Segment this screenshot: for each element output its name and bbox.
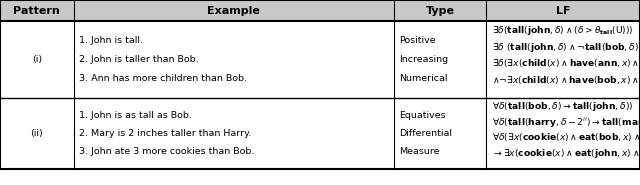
Text: $\forall\delta(\exists x(\mathbf{cookie}(x) \wedge \mathbf{eat}(\mathbf{bob}, x): $\forall\delta(\exists x(\mathbf{cookie}… [492, 131, 640, 144]
Text: $\exists\delta(\mathbf{tall}(\mathbf{john}, \delta) \wedge (\delta > \theta_{\ma: $\exists\delta(\mathbf{tall}(\mathbf{joh… [492, 24, 633, 37]
Text: $\to \exists x(\mathbf{cookie}(x) \wedge \mathbf{eat}(\mathbf{john}, x) \wedge \: $\to \exists x(\mathbf{cookie}(x) \wedge… [492, 147, 640, 159]
Text: Type: Type [426, 6, 454, 16]
Text: 1. John is tall.: 1. John is tall. [79, 36, 143, 45]
Text: $\wedge\neg\exists x(\mathbf{child}(x) \wedge \mathbf{have}(\mathbf{bob}, x) \we: $\wedge\neg\exists x(\mathbf{child}(x) \… [492, 74, 640, 87]
Text: $\exists\delta(\exists x(\mathbf{child}(x) \wedge \mathbf{have}(\mathbf{ann}, x): $\exists\delta(\exists x(\mathbf{child}(… [492, 57, 640, 70]
Text: Increasing: Increasing [399, 55, 448, 64]
Bar [0, 0, 640, 21]
Text: LF: LF [556, 6, 570, 16]
Text: Pattern: Pattern [13, 6, 60, 16]
Text: (ii): (ii) [31, 129, 43, 138]
Text: $\forall\delta(\mathbf{tall}(\mathbf{bob}, \delta) \to \mathbf{tall}(\mathbf{joh: $\forall\delta(\mathbf{tall}(\mathbf{bob… [492, 100, 633, 113]
Text: 3. Ann has more children than Bob.: 3. Ann has more children than Bob. [79, 74, 247, 83]
Text: (i): (i) [32, 55, 42, 64]
Text: $\forall\delta(\mathbf{tall}(\mathbf{harry}, \delta - 2'') \to \mathbf{tall}(\ma: $\forall\delta(\mathbf{tall}(\mathbf{har… [492, 116, 640, 129]
Text: Differential: Differential [399, 129, 452, 138]
Text: $\exists\delta\ (\mathbf{tall}(\mathbf{john}, \delta) \wedge \neg\mathbf{tall}(\: $\exists\delta\ (\mathbf{tall}(\mathbf{j… [492, 41, 640, 54]
Text: Positive: Positive [399, 36, 435, 45]
Text: Example: Example [207, 6, 260, 16]
Text: 3. John ate 3 more cookies than Bob.: 3. John ate 3 more cookies than Bob. [79, 147, 254, 156]
Text: Numerical: Numerical [399, 74, 447, 83]
Text: Measure: Measure [399, 147, 439, 156]
Text: 2. John is taller than Bob.: 2. John is taller than Bob. [79, 55, 198, 64]
Text: Equatives: Equatives [399, 111, 445, 120]
Text: 1. John is as tall as Bob.: 1. John is as tall as Bob. [79, 111, 191, 120]
Text: 2. Mary is 2 inches taller than Harry.: 2. Mary is 2 inches taller than Harry. [79, 129, 251, 138]
